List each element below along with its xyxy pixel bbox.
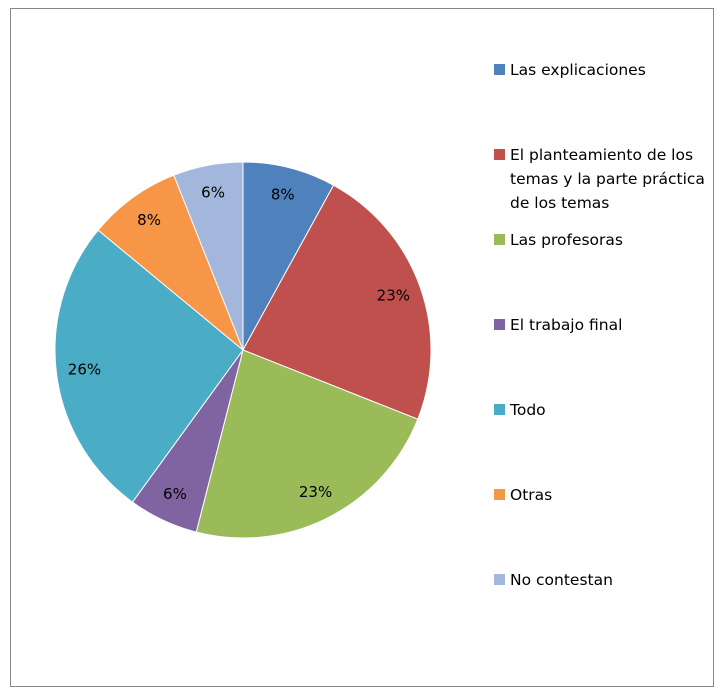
legend-label: Las explicaciones [510,61,646,79]
pie-slice [54,229,244,503]
legend-item: El planteamiento de los temas y la parte… [494,143,714,215]
legend-item: No contestan [494,568,714,592]
legend-label: El planteamiento de los temas y la parte… [510,146,705,212]
legend-item: Las explicaciones [494,58,714,82]
data-label: 23% [299,483,332,501]
data-label: 6% [163,485,187,503]
legend-item: Otras [494,483,714,507]
legend-label: Las profesoras [510,231,623,249]
legend-item: El trabajo final [494,313,714,337]
legend-swatch [494,404,505,415]
legend-swatch [494,489,505,500]
data-label: 8% [137,211,161,229]
pie-slice [242,161,335,351]
legend-label: Otras [510,486,553,504]
legend-label: El trabajo final [510,316,623,334]
data-label: 26% [68,361,101,379]
legend-swatch [494,319,505,330]
legend-label: No contestan [510,571,613,589]
legend-swatch [494,234,505,245]
legend-swatch [494,574,505,585]
data-label: 23% [377,286,410,304]
legend-label: Todo [510,401,546,419]
legend-swatch [494,64,505,75]
legend-item: Las profesoras [494,228,714,252]
pie-slice [242,184,432,420]
pie-slice [173,161,244,351]
pie-slice [97,174,244,351]
pie-slice [195,349,419,539]
legend-swatch [494,149,505,160]
data-label: 8% [271,186,295,204]
legend-item: Todo [494,398,714,422]
data-label: 6% [201,184,225,202]
